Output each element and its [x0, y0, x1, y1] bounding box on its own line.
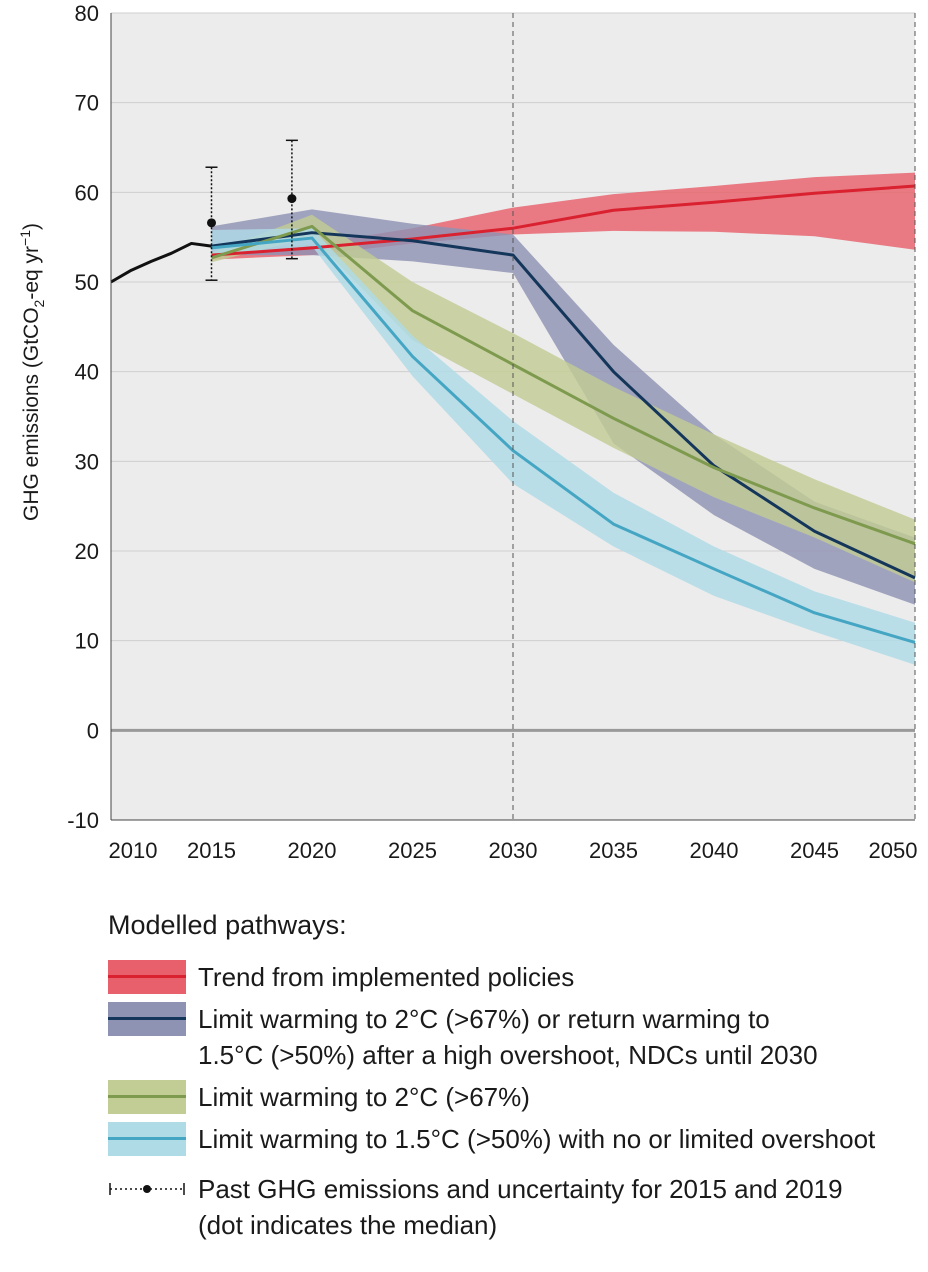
y-tick-label-30: 30 [75, 449, 99, 474]
x-tick-label-2050: 2050 [869, 838, 918, 863]
median-dot-2015 [207, 218, 216, 228]
line-ndc [211, 231, 916, 580]
x-tick-label-2040: 2040 [690, 838, 739, 863]
chart-area: 80 70 60 50 40 30 20 10 0 -10 2010 2015 2020 2025 2030… [17, 1, 917, 863]
line-policies [211, 184, 916, 257]
legend-item-past: Past GHG emissions and uncertainty for 2… [108, 1171, 918, 1243]
y-tick-label-70: 70 [75, 91, 99, 116]
y-axis-title: GHG emissions (GtCO2-eq yr−1) [17, 223, 47, 521]
y-tick-label-20: 20 [75, 539, 99, 564]
x-tick-label-2010: 2010 [109, 838, 158, 863]
legend-item-policies: Trend from implemented policies [108, 959, 918, 995]
history-line [110, 241, 212, 284]
legend-swatch-2c [108, 1080, 186, 1114]
legend-label-policies: Trend from implemented policies [198, 962, 575, 992]
y-tick-label-10: 10 [75, 629, 99, 654]
legend-swatch-ndc [108, 1002, 186, 1036]
legend-item-ndc: Limit warming to 2°C (>67%) or return wa… [108, 1001, 918, 1073]
y-tick-label-0: 0 [87, 718, 99, 743]
legend-swatch-1-5c [108, 1122, 186, 1156]
line-layer [211, 184, 916, 644]
y-tick-label-40: 40 [75, 360, 99, 385]
x-tick-label-2015: 2015 [187, 838, 236, 863]
legend-label-past: Past GHG emissions and uncertainty for 2… [198, 1174, 843, 1240]
legend-title: Modelled pathways: [108, 910, 347, 940]
legend-label-1-5c: Limit warming to 1.5°C (>50%) with no or… [198, 1124, 876, 1154]
y-tick-label--10: -10 [67, 808, 99, 833]
x-tick-label-2030: 2030 [489, 838, 538, 863]
legend-label-ndc: Limit warming to 2°C (>67%) or return wa… [198, 1004, 818, 1070]
x-tick-label-2020: 2020 [288, 838, 337, 863]
grid-layer [111, 12, 915, 820]
line-two [211, 224, 916, 546]
y-tick-label-60: 60 [75, 180, 99, 205]
x-tick-label-2035: 2035 [589, 838, 638, 863]
legend: Modelled pathways: Trend from implemente… [108, 910, 918, 1249]
legend-item-1-5c: Limit warming to 1.5°C (>50%) with no or… [108, 1121, 918, 1157]
legend-item-2c: Limit warming to 2°C (>67%) [108, 1079, 918, 1115]
legend-swatch-past [109, 1183, 185, 1195]
history-layer [110, 139, 298, 284]
legend-label-2c: Limit warming to 2°C (>67%) [198, 1082, 530, 1112]
band-two [211, 214, 915, 583]
band-onefive [211, 228, 915, 665]
y-tick-label-80: 80 [75, 1, 99, 26]
line-onefive [211, 236, 916, 644]
median-dot-2019 [287, 194, 297, 204]
x-tick-label-2025: 2025 [388, 838, 437, 863]
y-tick-label-50: 50 [75, 270, 99, 295]
x-tick-label-2045: 2045 [790, 838, 839, 863]
legend-swatch-policies [108, 960, 186, 994]
plot-background [111, 13, 915, 820]
